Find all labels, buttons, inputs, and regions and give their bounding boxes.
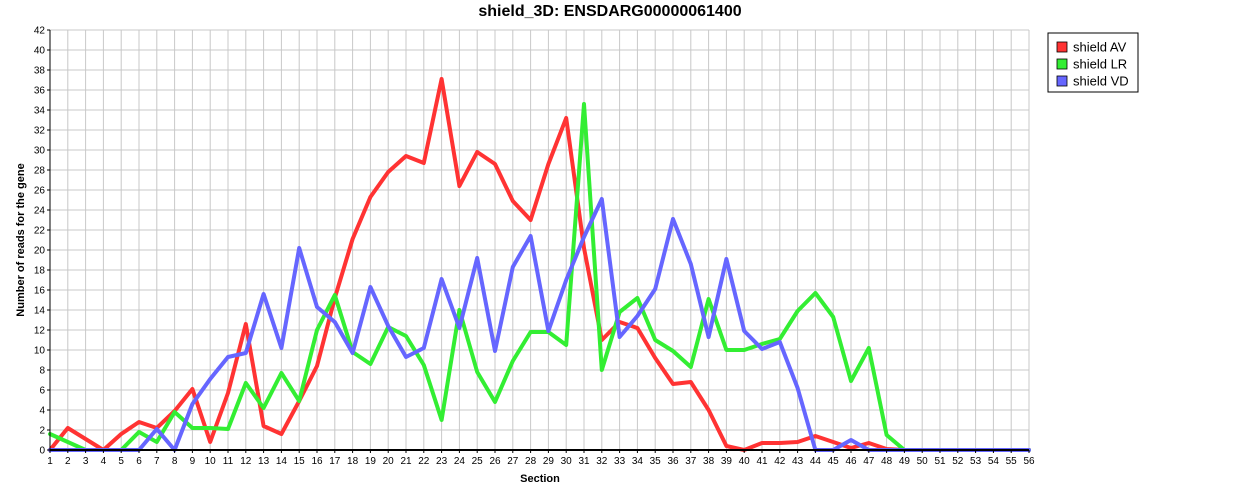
- x-tick-label: 18: [347, 456, 359, 467]
- x-tick-label: 39: [721, 456, 733, 467]
- x-tick-label: 41: [756, 456, 768, 467]
- x-tick-label: 33: [614, 456, 626, 467]
- x-tick-label: 56: [1023, 456, 1035, 467]
- y-tick-label: 6: [39, 386, 45, 397]
- x-tick-label: 47: [863, 456, 875, 467]
- x-tick-label: 28: [525, 456, 537, 467]
- series-lines: [48, 77, 1031, 452]
- y-tick-label: 20: [34, 246, 46, 257]
- x-tick-label: 3: [83, 456, 89, 467]
- x-tick-label: 54: [988, 456, 1000, 467]
- y-tick-label: 0: [39, 446, 45, 457]
- y-tick-label: 42: [34, 26, 46, 37]
- chart-title: shield_3D: ENSDARG00000061400: [478, 3, 741, 20]
- axes: [49, 30, 1029, 451]
- x-tick-label: 32: [596, 456, 608, 467]
- legend-swatch: [1056, 58, 1068, 70]
- y-tick-label: 18: [34, 266, 46, 277]
- x-tick-label: 6: [136, 456, 142, 467]
- x-tick-label: 31: [578, 456, 590, 467]
- x-tick-label: 35: [650, 456, 662, 467]
- y-tick-label: 28: [34, 166, 46, 177]
- legend-label: shield AV: [1073, 40, 1127, 55]
- x-tick-label: 49: [899, 456, 911, 467]
- x-tick-label: 48: [881, 456, 893, 467]
- x-axis-title: Section: [520, 473, 560, 485]
- series-line-shield-vd: [48, 197, 1031, 452]
- x-tick-label: 23: [436, 456, 448, 467]
- x-tick-label: 44: [810, 456, 822, 467]
- x-tick-label: 36: [667, 456, 679, 467]
- legend-swatch: [1056, 41, 1068, 53]
- grid: [49, 29, 1030, 451]
- x-tick-label: 45: [828, 456, 840, 467]
- x-tick-label: 24: [454, 456, 466, 467]
- y-tick-label: 26: [34, 186, 46, 197]
- y-tick-label: 10: [34, 346, 46, 357]
- x-tick-label: 40: [739, 456, 751, 467]
- x-tick-label: 15: [294, 456, 306, 467]
- y-tick-label: 34: [34, 106, 46, 117]
- x-tick-label: 9: [190, 456, 196, 467]
- x-tick-label: 27: [507, 456, 519, 467]
- x-tick-label: 53: [970, 456, 982, 467]
- x-tick-label: 21: [400, 456, 412, 467]
- x-tick-label: 2: [65, 456, 71, 467]
- x-tick-label: 37: [685, 456, 697, 467]
- x-tick-label: 7: [154, 456, 160, 467]
- y-tick-label: 8: [39, 366, 45, 377]
- y-tick-label: 22: [34, 226, 46, 237]
- y-tick-label: 14: [34, 306, 46, 317]
- y-tick-label: 12: [34, 326, 46, 337]
- x-tick-labels: 1 2 3 4 5 6 7 8 9 10 11 12 13 14 15 16 17 18 19 20 21 22 23 24 2…: [47, 450, 1035, 467]
- x-tick-label: 38: [703, 456, 715, 467]
- legend-label: shield VD: [1073, 74, 1129, 89]
- y-axis-title: Number of reads for the gene: [15, 163, 27, 316]
- legend-swatch: [1056, 75, 1068, 87]
- y-tick-label: 30: [34, 146, 46, 157]
- x-tick-label: 4: [101, 456, 107, 467]
- x-tick-label: 46: [845, 456, 857, 467]
- x-tick-label: 8: [172, 456, 178, 467]
- x-tick-label: 22: [418, 456, 430, 467]
- y-tick-label: 32: [34, 126, 46, 137]
- x-tick-label: 5: [118, 456, 124, 467]
- series-line-shield-lr: [48, 102, 1031, 452]
- x-tick-label: 11: [223, 456, 234, 467]
- x-tick-label: 55: [1006, 456, 1018, 467]
- x-tick-label: 30: [561, 456, 573, 467]
- x-tick-label: 51: [934, 456, 946, 467]
- x-tick-label: 26: [489, 456, 501, 467]
- x-tick-label: 1: [47, 456, 53, 467]
- x-tick-label: 14: [276, 456, 288, 467]
- y-tick-label: 4: [39, 406, 45, 417]
- x-tick-label: 34: [632, 456, 644, 467]
- y-tick-label: 2: [39, 426, 45, 437]
- legend: shield AV shield LR shield VD: [1047, 32, 1139, 93]
- x-tick-label: 42: [774, 456, 786, 467]
- y-tick-label: 24: [34, 206, 46, 217]
- x-tick-label: 20: [383, 456, 395, 467]
- x-tick-label: 16: [311, 456, 323, 467]
- y-tick-label: 16: [34, 286, 46, 297]
- x-tick-label: 10: [205, 456, 217, 467]
- plot-area: [50, 30, 1029, 450]
- x-tick-label: 19: [365, 456, 377, 467]
- y-tick-label: 38: [34, 66, 46, 77]
- x-tick-label: 12: [240, 456, 252, 467]
- x-tick-label: 17: [329, 456, 341, 467]
- y-tick-label: 36: [34, 86, 46, 97]
- x-tick-label: 50: [917, 456, 929, 467]
- legend-label: shield LR: [1073, 57, 1127, 72]
- x-tick-label: 29: [543, 456, 555, 467]
- y-tick-label: 40: [34, 46, 46, 57]
- series-line-shield-av: [48, 77, 1031, 452]
- x-tick-label: 43: [792, 456, 804, 467]
- x-tick-label: 52: [952, 456, 964, 467]
- x-tick-label: 25: [472, 456, 484, 467]
- x-tick-label: 13: [258, 456, 270, 467]
